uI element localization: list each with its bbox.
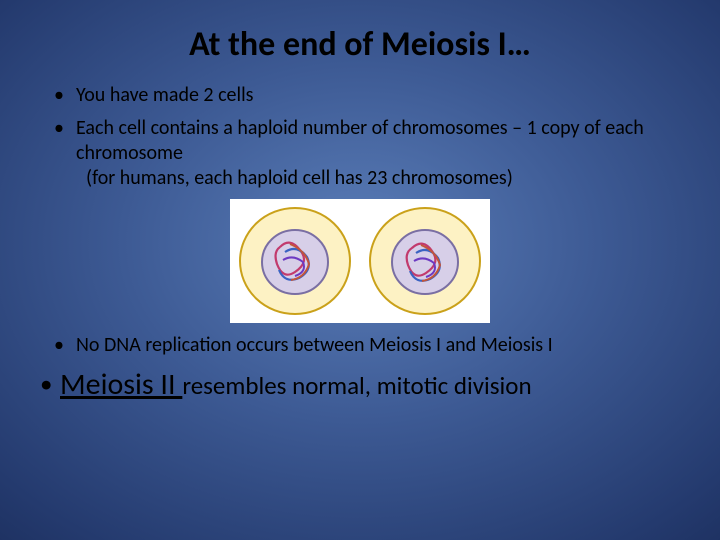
bullet-text: You have made 2 cells xyxy=(76,83,254,107)
bullet-text-line1: Each cell contains a haploid number of c… xyxy=(76,116,644,165)
cell-diagram-left xyxy=(230,199,360,323)
final-rest: resembles normal, mitotic division xyxy=(182,370,531,401)
bullet-item-3: No DNA replication occurs between Meiosi… xyxy=(48,333,672,358)
final-underlined: Meiosis II xyxy=(60,366,182,403)
final-bullet: Meiosis II resembles normal, mitotic div… xyxy=(48,366,672,403)
bullet-item-2: Each cell contains a haploid number of c… xyxy=(48,116,672,191)
bullet-text: No DNA replication occurs between Meiosi… xyxy=(76,333,553,357)
cell-icon xyxy=(235,202,355,320)
slide-title: At the end of Meiosis I… xyxy=(48,24,672,65)
bullet-text-line2: (for humans, each haploid cell has 23 ch… xyxy=(76,166,672,191)
cell-diagram-right xyxy=(360,199,490,323)
bullet-list-2: No DNA replication occurs between Meiosi… xyxy=(48,333,672,358)
cell-icon xyxy=(365,202,485,320)
slide: At the end of Meiosis I… You have made 2… xyxy=(0,0,720,540)
cell-image-row xyxy=(48,199,672,323)
bullet-item-1: You have made 2 cells xyxy=(48,83,672,108)
bullet-list: You have made 2 cells Each cell contains… xyxy=(48,83,672,191)
